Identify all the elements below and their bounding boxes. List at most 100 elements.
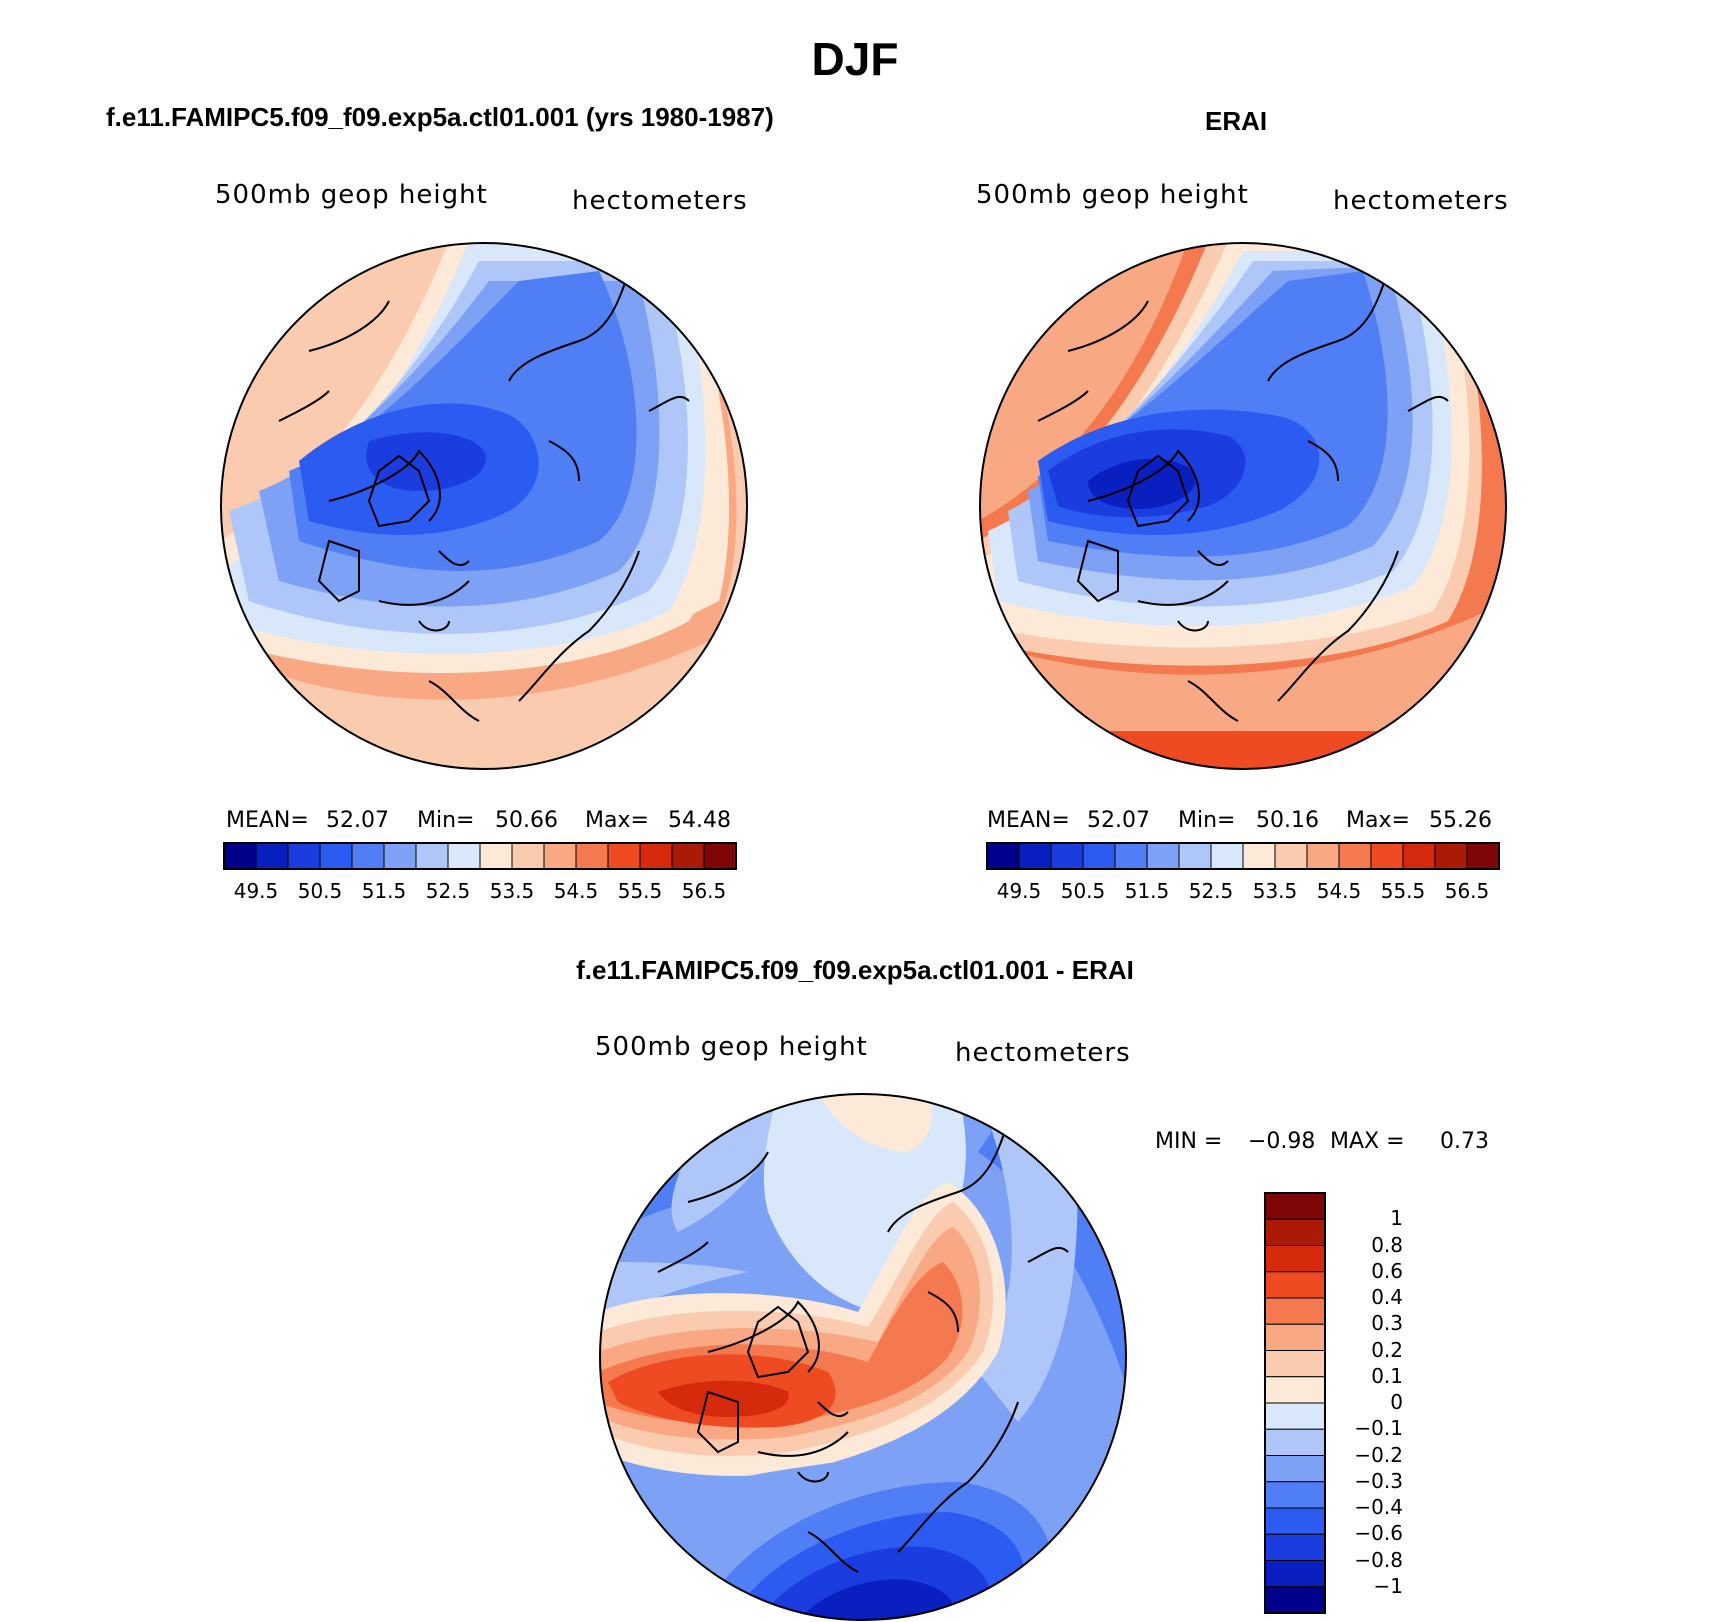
- panel-model-min-label: Min=: [417, 808, 475, 833]
- panel-obs-colorbar-tick-label: 49.5: [996, 879, 1042, 903]
- panel-obs-colorbar-frame: [986, 842, 1500, 870]
- panel-model-mean-value: 52.07: [326, 808, 389, 833]
- panel-model-colorbar-swatch: [607, 842, 641, 870]
- panel-model-colorbar-swatch: [287, 842, 321, 870]
- panel-diff-colorbar-tick-label: −0.3: [1354, 1468, 1403, 1493]
- panel-diff-colorbar-swatch: [1264, 1376, 1326, 1404]
- panel-diff-colorbar-tick-label: 0.3: [1371, 1311, 1403, 1336]
- panel-obs-colorbar-swatch: [1338, 842, 1372, 870]
- panel-diff-colorbar-tick-label: −0.1: [1354, 1416, 1403, 1441]
- panel-diff-colorbar-tick-label: 0.6: [1371, 1258, 1403, 1283]
- panel-obs-colorbar: [986, 842, 1500, 870]
- panel-model-polar-map: [220, 242, 748, 770]
- panel-obs-colorbar-swatch: [1082, 842, 1116, 870]
- panel-diff-colorbar-swatch: [1264, 1245, 1326, 1273]
- panel-diff-colorbar-tick-label: −0.8: [1354, 1547, 1403, 1572]
- panel-model-colorbar-tick-label: 50.5: [297, 879, 343, 903]
- panel-obs-colorbar-swatch: [1402, 842, 1436, 870]
- panel-diff-colorbar-tick-label: −0.4: [1354, 1495, 1403, 1519]
- panel-diff-colorbar-swatch: [1264, 1323, 1326, 1351]
- panel-diff-colorbar-swatch: [1264, 1507, 1326, 1535]
- panel-model-colorbar-swatch: [319, 842, 353, 870]
- panel-obs-min-label: Min=: [1178, 808, 1236, 833]
- panel-diff-variable-label: 500mb geop height: [595, 1032, 868, 1062]
- panel-obs-colorbar-tick-label: 51.5: [1124, 879, 1170, 903]
- panel-model-colorbar-frame: [223, 842, 737, 870]
- panel-diff-colorbar-swatch: [1264, 1192, 1326, 1220]
- panel-diff-max-label: MAX =: [1330, 1129, 1405, 1154]
- panel-model-colorbar-tick-label: 55.5: [617, 879, 663, 903]
- panel-diff-colorbar-swatch: [1264, 1481, 1326, 1509]
- panel-diff-colorbar-swatch: [1264, 1560, 1326, 1588]
- panel-obs-colorbar-tick-label: 54.5: [1316, 879, 1362, 903]
- panel-diff-colorbar-tick-label: 0: [1390, 1390, 1403, 1414]
- panel-model-title: f.e11.FAMIPC5.f09_f09.exp5a.ctl01.001 (y…: [106, 102, 774, 132]
- panel-model-colorbar-tick-label: 52.5: [425, 879, 471, 903]
- panel-obs-colorbar-swatch: [986, 842, 1020, 870]
- panel-diff-max-value: 0.73: [1440, 1129, 1489, 1154]
- panel-obs-mean-label: MEAN=: [987, 808, 1070, 833]
- panel-obs-colorbar-swatch: [1018, 842, 1052, 870]
- panel-diff-colorbar-tick-label: 1: [1390, 1206, 1403, 1231]
- panel-diff-colorbar-tick-label: −0.6: [1354, 1521, 1403, 1546]
- panel-obs-colorbar-swatch: [1434, 842, 1468, 870]
- panel-diff-colorbar-tick-label: 0.2: [1371, 1337, 1403, 1362]
- panel-model-colorbar-swatch: [575, 842, 609, 870]
- panel-obs-colorbar-swatch: [1146, 842, 1180, 870]
- panel-model-colorbar-swatch: [447, 842, 481, 870]
- panel-diff-polar-map: [599, 1093, 1127, 1621]
- panel-obs-max-value: 55.26: [1429, 808, 1492, 833]
- panel-obs-title: ERAI: [1205, 106, 1268, 136]
- panel-diff-colorbar-swatch: [1264, 1533, 1326, 1561]
- panel-obs-colorbar-tick-label: 55.5: [1380, 879, 1426, 903]
- panel-model-colorbar-swatch: [639, 842, 673, 870]
- panel-diff-colorbar-swatch: [1264, 1455, 1326, 1483]
- panel-model-colorbar-swatch: [383, 842, 417, 870]
- panel-diff-title: f.e11.FAMIPC5.f09_f09.exp5a.ctl01.001 - …: [576, 955, 1134, 985]
- panel-obs-colorbar-tick-label: 52.5: [1188, 879, 1234, 903]
- panel-obs-colorbar-swatch: [1306, 842, 1340, 870]
- panel-diff-colorbar-tick-label: −1: [1373, 1573, 1403, 1598]
- panel-model-colorbar-swatch: [671, 842, 705, 870]
- panel-model-units-label: hectometers: [572, 186, 748, 216]
- panel-diff-colorbar: [1264, 1192, 1326, 1614]
- panel-model-colorbar-tick-label: 54.5: [553, 879, 599, 903]
- panel-obs-polar-map: [979, 242, 1507, 770]
- panel-obs-units-label: hectometers: [1333, 186, 1509, 216]
- panel-diff-colorbar-swatch: [1264, 1271, 1326, 1299]
- panel-obs-colorbar-swatch: [1114, 842, 1148, 870]
- panel-model-colorbar-swatch: [255, 842, 289, 870]
- panel-obs-colorbar-swatch: [1242, 842, 1276, 870]
- panel-model-colorbar-tick-label: 56.5: [681, 879, 727, 903]
- panel-obs-colorbar-swatch: [1210, 842, 1244, 870]
- panel-diff-colorbar-swatch: [1264, 1402, 1326, 1430]
- panel-diff-colorbar-tick-label: −0.2: [1354, 1442, 1403, 1467]
- panel-model-colorbar-swatch: [223, 842, 257, 870]
- panel-model-colorbar-tick-label: 53.5: [489, 879, 535, 903]
- panel-obs-colorbar-tick-label: 53.5: [1252, 879, 1298, 903]
- panel-model-colorbar-tick-label: 51.5: [361, 879, 407, 903]
- panel-obs-min-value: 50.16: [1256, 808, 1319, 833]
- panel-diff-colorbar-swatch: [1264, 1586, 1326, 1614]
- panel-model-colorbar-swatch: [479, 842, 513, 870]
- panel-diff-min-value: −0.98: [1248, 1129, 1316, 1154]
- panel-obs-colorbar-swatch: [1370, 842, 1404, 870]
- panel-diff-colorbar-swatch: [1264, 1428, 1326, 1456]
- panel-diff-units-label: hectometers: [955, 1038, 1131, 1068]
- panel-diff-colorbar-tick-label: 0.4: [1371, 1285, 1403, 1309]
- panel-model-colorbar-swatch: [415, 842, 449, 870]
- panel-diff-colorbar-swatch: [1264, 1350, 1326, 1378]
- panel-model-max-label: Max=: [585, 808, 649, 833]
- panel-model-min-value: 50.66: [495, 808, 558, 833]
- panel-model-variable-label: 500mb geop height: [215, 180, 488, 210]
- panel-diff-colorbar-tick-label: 0.8: [1371, 1232, 1403, 1257]
- figure-title: DJF: [811, 33, 899, 85]
- panel-diff-colorbar-tick-label: 0.1: [1371, 1363, 1403, 1388]
- panel-obs-colorbar-tick-label: 50.5: [1060, 879, 1106, 903]
- panel-obs-colorbar-tick-label: 56.5: [1444, 879, 1490, 903]
- panel-diff-colorbar-swatch: [1264, 1297, 1326, 1325]
- panel-diff-colorbar-swatch: [1264, 1218, 1326, 1246]
- panel-model-colorbar: [223, 842, 737, 870]
- panel-obs-variable-label: 500mb geop height: [976, 180, 1249, 210]
- panel-model-colorbar-swatch: [511, 842, 545, 870]
